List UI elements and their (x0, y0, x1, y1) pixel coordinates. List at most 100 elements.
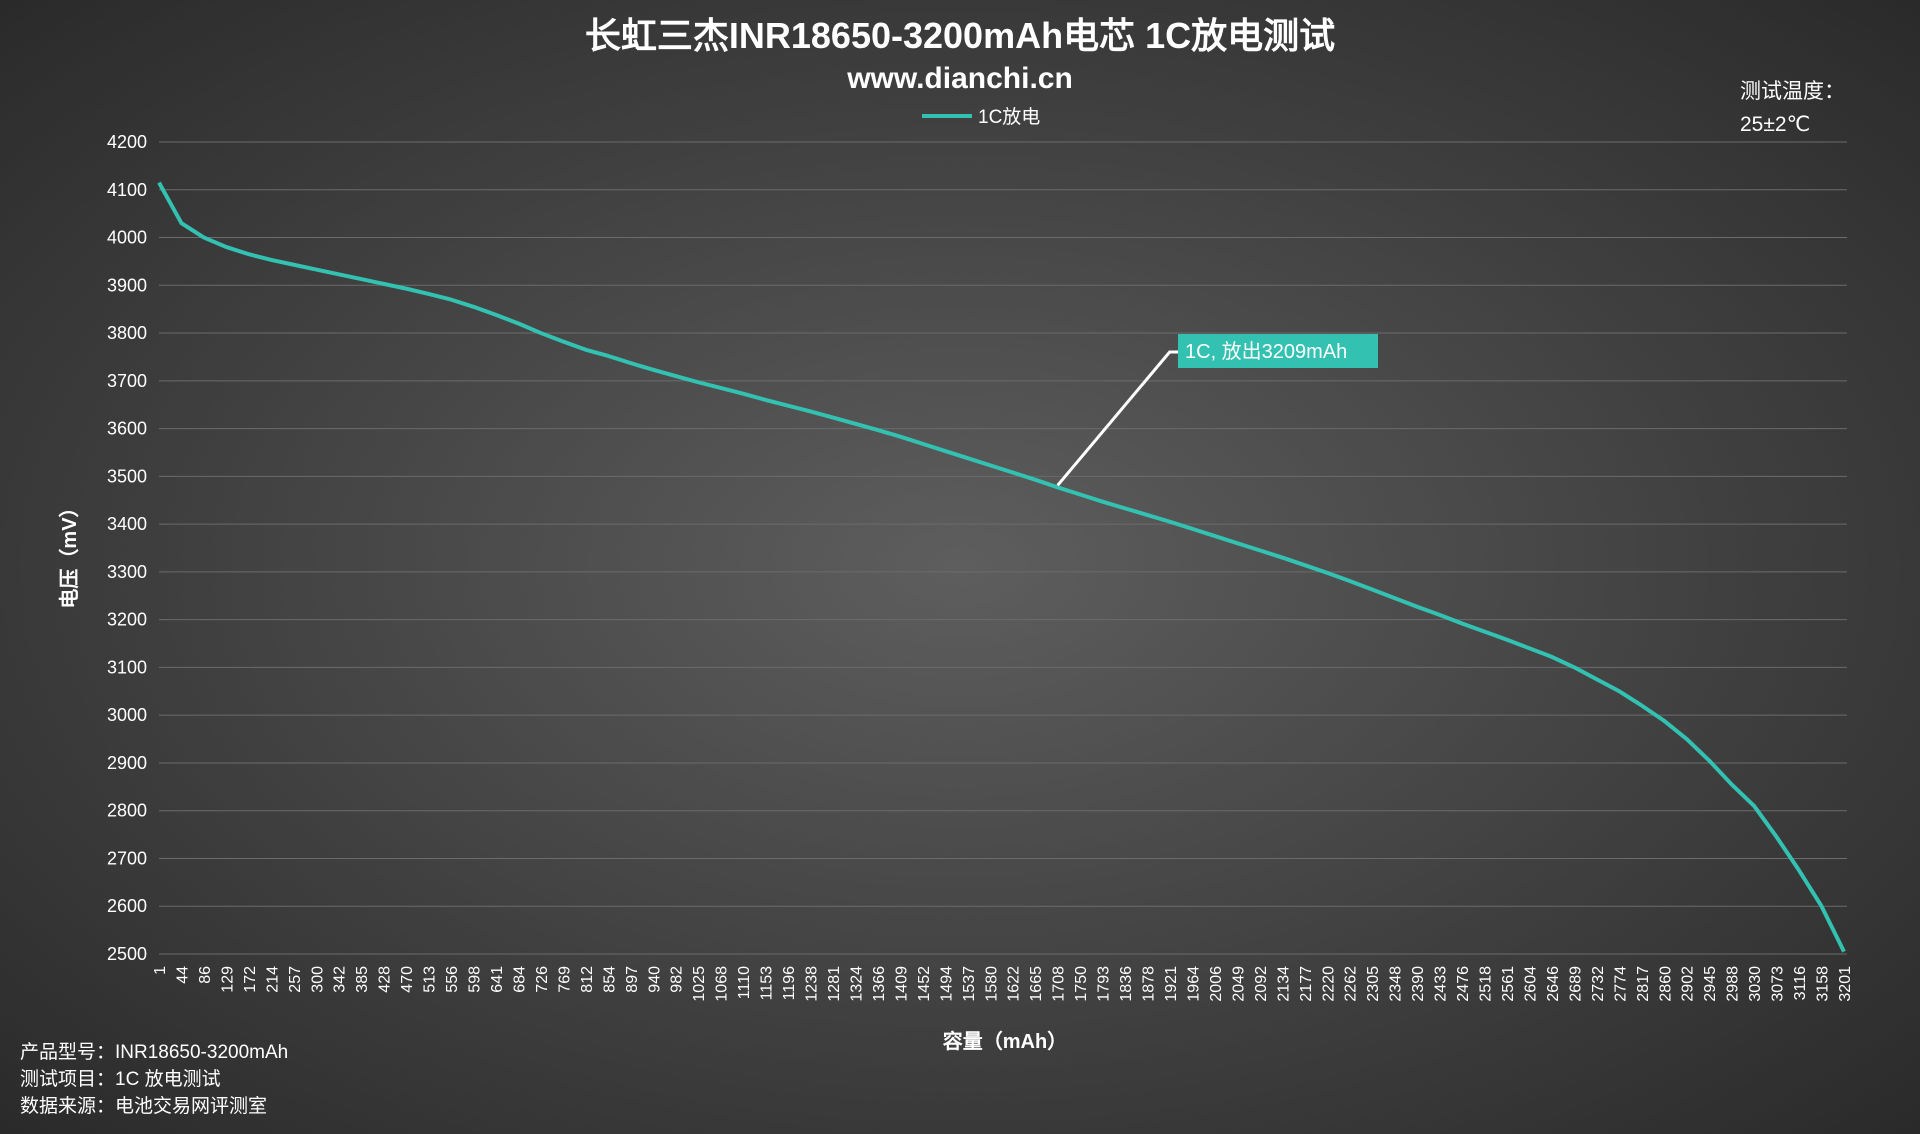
x-tick-label: 1409 (893, 966, 910, 1002)
x-tick-label: 897 (624, 966, 641, 993)
x-tick-label: 1452 (916, 966, 933, 1002)
x-tick-label: 1921 (1163, 966, 1180, 1002)
x-tick-label: 1324 (848, 966, 865, 1002)
x-tick-label: 1878 (1141, 966, 1158, 1002)
y-tick-label: 3700 (107, 371, 147, 391)
x-tick-label: 2817 (1635, 966, 1652, 1002)
x-tick-label: 2262 (1343, 966, 1360, 1002)
y-tick-label: 3800 (107, 323, 147, 343)
x-tick-label: 1580 (983, 966, 1000, 1002)
x-tick-label: 3201 (1837, 966, 1854, 1002)
x-tick-label: 1 (152, 966, 169, 975)
x-tick-label: 1964 (1185, 966, 1202, 1002)
x-tick-label: 44 (174, 966, 191, 984)
x-tick-label: 2774 (1612, 966, 1629, 1002)
x-tick-label: 769 (556, 966, 573, 993)
x-tick-label: 1622 (1006, 966, 1023, 1002)
x-tick-label: 428 (377, 966, 394, 993)
x-tick-label: 513 (422, 966, 439, 993)
x-tick-label: 556 (444, 966, 461, 993)
x-tick-label: 3073 (1770, 966, 1787, 1002)
y-tick-label: 2900 (107, 753, 147, 773)
temperature-value: 25±2℃ (1740, 113, 1810, 136)
x-tick-label: 2561 (1500, 966, 1517, 1002)
x-tick-label: 1025 (691, 966, 708, 1002)
x-tick-label: 470 (399, 966, 416, 993)
annotation-box (1178, 334, 1378, 368)
x-tick-label: 2860 (1657, 966, 1674, 1002)
x-tick-label: 257 (287, 966, 304, 993)
x-tick-label: 1750 (1073, 966, 1090, 1002)
x-tick-label: 1281 (826, 966, 843, 1002)
y-tick-label: 2700 (107, 848, 147, 868)
x-tick-label: 385 (354, 966, 371, 993)
x-tick-label: 940 (646, 966, 663, 993)
note: 数据来源：电池交易网评测室 (20, 1095, 267, 1117)
y-tick-label: 2500 (107, 944, 147, 964)
x-tick-label: 2476 (1455, 966, 1472, 1002)
x-tick-label: 2646 (1545, 966, 1562, 1002)
y-tick-label: 3200 (107, 610, 147, 630)
x-tick-label: 684 (511, 966, 528, 993)
x-tick-label: 2902 (1680, 966, 1697, 1002)
x-tick-label: 3158 (1815, 966, 1832, 1002)
annotation-leader (1056, 350, 1182, 487)
x-tick-label: 726 (534, 966, 551, 993)
y-tick-label: 3400 (107, 514, 147, 534)
y-tick-label: 4000 (107, 228, 147, 248)
x-tick-label: 300 (309, 966, 326, 993)
x-tick-label: 641 (489, 966, 506, 993)
x-tick-label: 598 (467, 966, 484, 993)
x-tick-label: 3116 (1792, 966, 1809, 1001)
y-tick-label: 3000 (107, 705, 147, 725)
x-tick-label: 2006 (1208, 966, 1225, 1002)
y-tick-label: 3100 (107, 657, 147, 677)
note: 测试项目：1C 放电测试 (20, 1068, 221, 1090)
x-tick-label: 2988 (1725, 966, 1742, 1002)
x-tick-label: 342 (332, 966, 349, 993)
x-tick-label: 86 (197, 966, 214, 984)
x-tick-label: 2689 (1567, 966, 1584, 1002)
data-line (157, 181, 1846, 953)
x-tick-label: 2177 (1298, 966, 1315, 1002)
x-tick-label: 2518 (1478, 966, 1495, 1002)
y-tick-label: 3300 (107, 562, 147, 582)
x-tick-label: 1494 (938, 966, 955, 1002)
x-tick-label: 1836 (1118, 966, 1135, 1002)
x-tick-label: 1793 (1096, 966, 1113, 1002)
chart-title: 长虹三杰INR18650-3200mAh电芯 1C放电测试 (585, 15, 1335, 56)
y-tick-label: 3500 (107, 466, 147, 486)
y-tick-label: 2600 (107, 896, 147, 916)
x-tick-label: 172 (242, 966, 259, 993)
x-tick-label: 1366 (871, 966, 888, 1002)
y-tick-label: 2800 (107, 801, 147, 821)
x-tick-label: 2305 (1365, 966, 1382, 1002)
y-tick-label: 3600 (107, 419, 147, 439)
annotation: 1C, 放出3209mAh (1185, 340, 1347, 363)
x-tick-label: 1153 (759, 966, 776, 1001)
x-tick-label: 2390 (1410, 966, 1427, 1002)
x-tick-label: 214 (264, 966, 281, 993)
x-tick-label: 1110 (736, 966, 753, 999)
chart-subtitle: www.dianchi.cn (846, 62, 1073, 95)
y-tick-label: 4100 (107, 180, 147, 200)
x-tick-label: 2732 (1590, 966, 1607, 1002)
x-tick-label: 2049 (1230, 966, 1247, 1002)
x-tick-label: 982 (669, 966, 686, 993)
x-tick-label: 1196 (781, 966, 798, 1001)
x-tick-label: 812 (579, 966, 596, 993)
temperature-label: 测试温度： (1740, 80, 1845, 103)
x-tick-label: 2092 (1253, 966, 1270, 1002)
legend-label: 1C放电 (978, 106, 1040, 128)
x-tick-label: 1537 (961, 966, 978, 1002)
x-tick-label: 129 (219, 966, 236, 993)
y-tick-label: 3900 (107, 275, 147, 295)
x-tick-label: 1665 (1028, 966, 1045, 1002)
x-tick-label: 2604 (1522, 966, 1539, 1002)
x-tick-label: 1068 (714, 966, 731, 1002)
x-tick-label: 2348 (1388, 966, 1405, 1002)
y-tick-label: 4200 (107, 132, 147, 152)
x-tick-label: 2220 (1320, 966, 1337, 1002)
y-axis-label: 电压（mV） (58, 497, 81, 608)
